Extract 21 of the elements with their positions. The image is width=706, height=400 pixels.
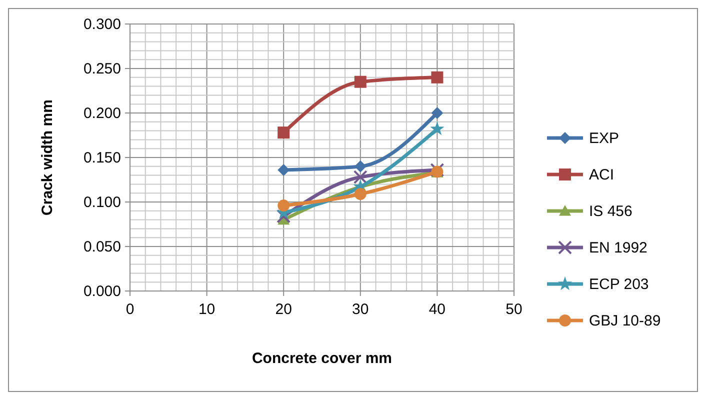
y-tick-label: 0.150 [83,150,121,166]
x-tick-label: 10 [198,301,216,318]
y-tick-label: 0.050 [83,238,121,256]
y-tick-label: 0.300 [83,16,121,33]
y-tick-label: 0.000 [83,283,121,300]
y-axis-title: Crack width mm [39,100,56,216]
legend-label: ECP 203 [589,276,649,293]
legend-label: ACI [589,166,614,184]
legend-label: EXP [589,130,620,147]
y-tick-label: 0.200 [83,105,121,122]
x-tick-label: 0 [126,301,134,318]
legend-label: EN 1992 [589,240,648,256]
x-tick-label: 30 [352,301,369,318]
x-tick-label: 50 [506,301,522,318]
x-axis-title: Concrete cover mm [252,350,392,367]
legend-label: IS 456 [589,203,632,220]
y-tick-label: 0.100 [83,194,121,211]
x-tick-label: 40 [428,301,446,318]
legend-label: GBJ 10-89 [589,312,661,330]
y-tick-label: 0.250 [83,60,121,78]
x-tick-label: 20 [275,301,292,318]
